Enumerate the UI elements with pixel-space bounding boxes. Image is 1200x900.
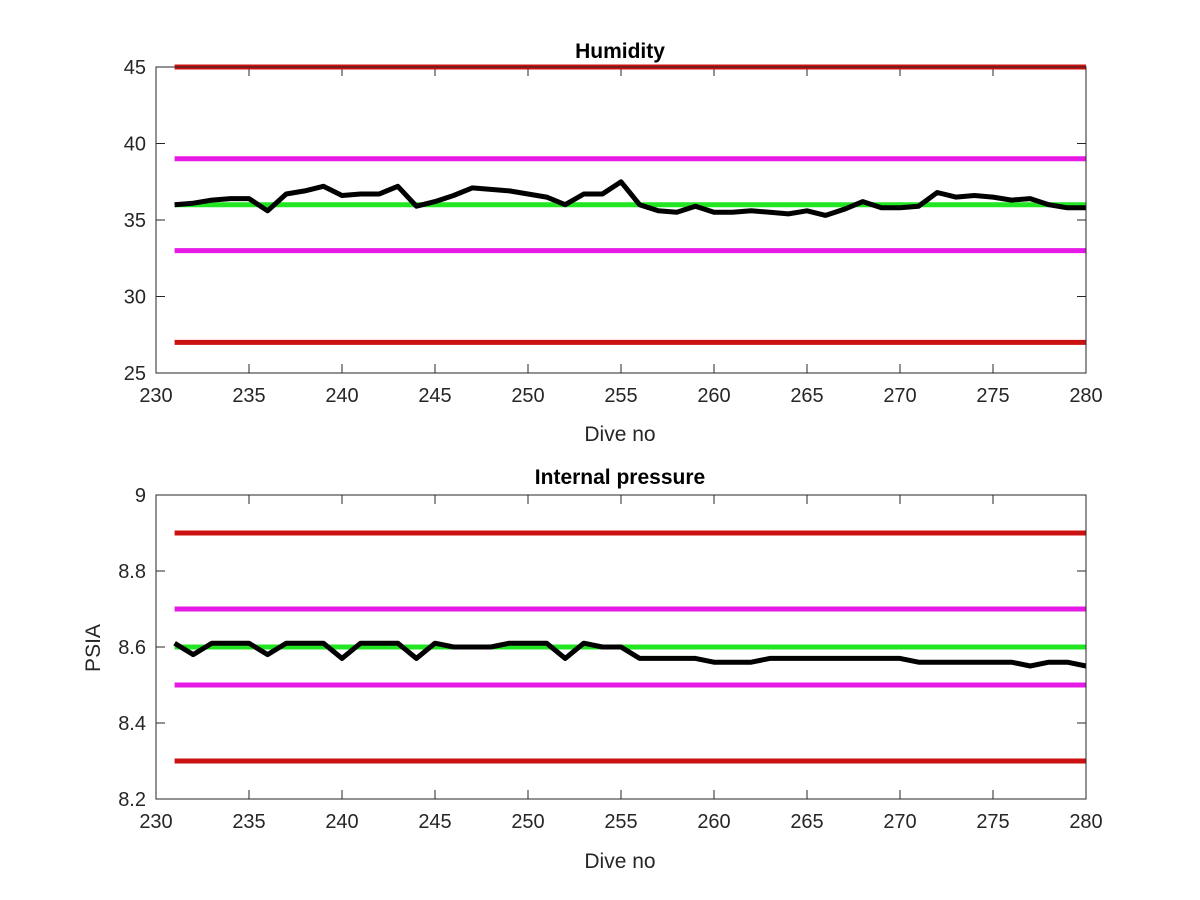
internal-pressure-y-tick-label: 8.8 xyxy=(118,561,146,583)
internal-pressure-y-tick-label: 9 xyxy=(135,485,146,507)
humidity-y-tick-label: 35 xyxy=(124,210,146,232)
humidity-x-tick-label: 255 xyxy=(604,385,637,407)
internal-pressure-x-tick-label: 280 xyxy=(1069,811,1102,833)
internal-pressure-x-tick-label: 235 xyxy=(232,811,265,833)
internal-pressure-x-axis-label: Dive no xyxy=(584,850,655,873)
humidity-x-tick-label: 235 xyxy=(232,385,265,407)
internal-pressure-x-tick-label: 265 xyxy=(790,811,823,833)
internal-pressure-x-tick-label: 240 xyxy=(325,811,358,833)
internal-pressure-panel: Internal pressure Dive no PSIA 230 235 240… xyxy=(82,466,1103,873)
humidity-x-tick-label: 230 xyxy=(139,385,172,407)
internal-pressure-y-tick-label: 8.6 xyxy=(118,637,146,659)
internal-pressure-x-tick-label: 275 xyxy=(976,811,1009,833)
internal-pressure-x-tick-label: 260 xyxy=(697,811,730,833)
humidity-x-tick-label: 280 xyxy=(1069,385,1102,407)
humidity-x-tick-label: 250 xyxy=(511,385,544,407)
humidity-y-tick-label: 30 xyxy=(124,287,146,309)
internal-pressure-series xyxy=(173,530,1087,764)
humidity-y-tick-label: 40 xyxy=(124,134,146,156)
internal-pressure-y-axis-label: PSIA xyxy=(82,624,105,672)
internal-pressure-x-tick-label: 250 xyxy=(511,811,544,833)
humidity-x-tick-label: 270 xyxy=(883,385,916,407)
humidity-title: Humidity xyxy=(575,40,665,63)
internal-pressure-x-tick-label: 230 xyxy=(139,811,172,833)
humidity-x-tick-label: 265 xyxy=(790,385,823,407)
humidity-y-tick-label: 45 xyxy=(124,57,146,79)
internal-pressure-ticks: 230 235 240 245 250 255 260 265 270 275 280 8.2 8.4 8… xyxy=(118,485,1103,833)
internal-pressure-y-tick-label: 8.4 xyxy=(118,713,146,735)
humidity-measured-line xyxy=(174,179,1086,218)
humidity-x-tick-label: 260 xyxy=(697,385,730,407)
humidity-y-tick-label: 25 xyxy=(124,363,146,385)
internal-pressure-measured-line xyxy=(173,640,1087,669)
internal-pressure-x-tick-label: 245 xyxy=(418,811,451,833)
humidity-plot-frame xyxy=(155,66,1087,374)
humidity-x-tick-label: 275 xyxy=(976,385,1009,407)
internal-pressure-x-tick-label: 270 xyxy=(883,811,916,833)
internal-pressure-x-tick-label: 255 xyxy=(604,811,637,833)
humidity-x-axis-label: Dive no xyxy=(584,423,655,446)
internal-pressure-y-tick-label: 8.2 xyxy=(118,789,146,811)
humidity-x-tick-label: 245 xyxy=(418,385,451,407)
humidity-ticks: 230 235 240 245 250 255 260 265 270 275 280 25 30 35 4… xyxy=(124,57,1103,407)
humidity-x-tick-label: 240 xyxy=(325,385,358,407)
internal-pressure-plot-frame xyxy=(155,494,1087,800)
internal-pressure-title: Internal pressure xyxy=(535,466,705,489)
humidity-panel: Humidity Dive no 230 235 240 245 250 255 260 26… xyxy=(124,40,1103,446)
